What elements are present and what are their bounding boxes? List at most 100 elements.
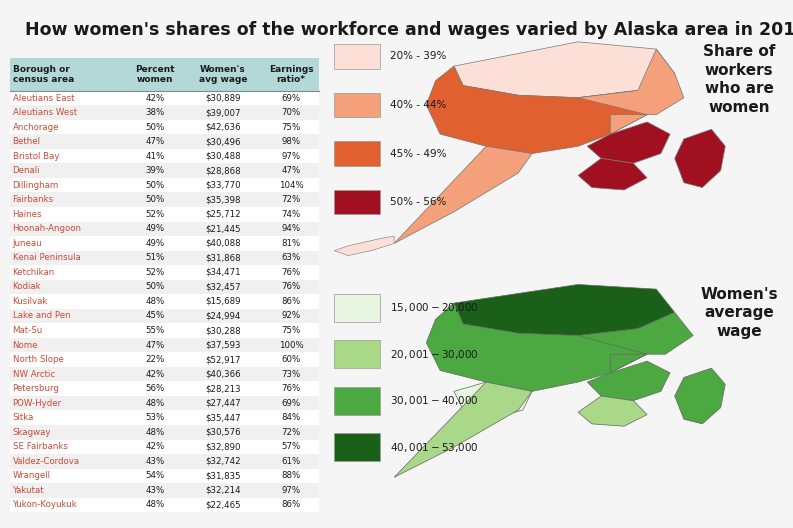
Text: 75%: 75% bbox=[282, 326, 301, 335]
Polygon shape bbox=[427, 66, 647, 154]
Polygon shape bbox=[427, 303, 647, 391]
Text: 75%: 75% bbox=[282, 122, 301, 131]
Text: $32,890: $32,890 bbox=[205, 442, 240, 451]
Polygon shape bbox=[578, 49, 684, 134]
FancyBboxPatch shape bbox=[10, 323, 319, 338]
Text: Juneau: Juneau bbox=[13, 239, 42, 248]
Text: Sitka: Sitka bbox=[13, 413, 34, 422]
Text: 60%: 60% bbox=[282, 355, 301, 364]
FancyBboxPatch shape bbox=[10, 120, 319, 134]
Text: Share of
workers
who are
women: Share of workers who are women bbox=[703, 44, 776, 115]
Text: Borough or
census area: Borough or census area bbox=[13, 65, 74, 84]
FancyBboxPatch shape bbox=[10, 58, 319, 91]
Text: 63%: 63% bbox=[282, 253, 301, 262]
Polygon shape bbox=[454, 285, 675, 336]
FancyBboxPatch shape bbox=[10, 294, 319, 309]
Text: 48%: 48% bbox=[145, 501, 164, 510]
Text: 45% - 49%: 45% - 49% bbox=[389, 148, 446, 158]
Text: 76%: 76% bbox=[282, 384, 301, 393]
Text: $35,398: $35,398 bbox=[205, 195, 240, 204]
Text: $28,868: $28,868 bbox=[205, 166, 241, 175]
FancyBboxPatch shape bbox=[10, 410, 319, 425]
FancyBboxPatch shape bbox=[10, 454, 319, 468]
Text: $15,000 - $20,000: $15,000 - $20,000 bbox=[389, 301, 478, 314]
Text: Fairbanks: Fairbanks bbox=[13, 195, 54, 204]
Text: 84%: 84% bbox=[282, 413, 301, 422]
Text: 74%: 74% bbox=[282, 210, 301, 219]
Text: Hoonah-Angoon: Hoonah-Angoon bbox=[13, 224, 82, 233]
Text: Dillingham: Dillingham bbox=[13, 181, 59, 190]
Text: Petersburg: Petersburg bbox=[13, 384, 59, 393]
Text: 42%: 42% bbox=[145, 370, 164, 379]
Polygon shape bbox=[588, 361, 670, 401]
FancyBboxPatch shape bbox=[10, 222, 319, 236]
Text: Bristol Bay: Bristol Bay bbox=[13, 152, 59, 161]
Text: Lake and Pen: Lake and Pen bbox=[13, 312, 71, 320]
Text: 42%: 42% bbox=[145, 93, 164, 102]
Text: 72%: 72% bbox=[282, 428, 301, 437]
FancyBboxPatch shape bbox=[10, 178, 319, 193]
Text: Kodiak: Kodiak bbox=[13, 282, 41, 291]
Text: 88%: 88% bbox=[282, 472, 301, 480]
Text: 97%: 97% bbox=[282, 486, 301, 495]
Text: 100%: 100% bbox=[278, 341, 304, 350]
Text: Earnings
ratio*: Earnings ratio* bbox=[269, 65, 313, 84]
Text: North Slope: North Slope bbox=[13, 355, 63, 364]
Text: 47%: 47% bbox=[282, 166, 301, 175]
Polygon shape bbox=[675, 368, 726, 424]
Text: 42%: 42% bbox=[145, 442, 164, 451]
Text: 76%: 76% bbox=[282, 268, 301, 277]
Polygon shape bbox=[454, 42, 675, 98]
Polygon shape bbox=[588, 122, 670, 163]
Text: 94%: 94% bbox=[282, 224, 301, 233]
Text: 20% - 39%: 20% - 39% bbox=[389, 51, 446, 61]
FancyBboxPatch shape bbox=[10, 149, 319, 164]
Text: 56%: 56% bbox=[145, 384, 164, 393]
Text: Haines: Haines bbox=[13, 210, 42, 219]
Text: 61%: 61% bbox=[282, 457, 301, 466]
Text: $25,712: $25,712 bbox=[205, 210, 241, 219]
Polygon shape bbox=[394, 382, 532, 477]
FancyBboxPatch shape bbox=[10, 439, 319, 454]
Text: 41%: 41% bbox=[145, 152, 164, 161]
FancyBboxPatch shape bbox=[335, 386, 381, 414]
Text: $35,447: $35,447 bbox=[205, 413, 241, 422]
FancyBboxPatch shape bbox=[335, 142, 381, 166]
Polygon shape bbox=[335, 236, 394, 256]
Text: 50%: 50% bbox=[145, 282, 164, 291]
Text: $24,994: $24,994 bbox=[205, 312, 240, 320]
Polygon shape bbox=[394, 146, 532, 243]
Text: NW Arctic: NW Arctic bbox=[13, 370, 55, 379]
Polygon shape bbox=[578, 396, 647, 426]
Text: How women's shares of the workforce and wages varied by Alaska area in 2019: How women's shares of the workforce and … bbox=[25, 21, 793, 39]
Text: 69%: 69% bbox=[282, 93, 301, 102]
FancyBboxPatch shape bbox=[10, 396, 319, 410]
Text: $42,636: $42,636 bbox=[205, 122, 241, 131]
FancyBboxPatch shape bbox=[10, 193, 319, 207]
Text: Kenai Peninsula: Kenai Peninsula bbox=[13, 253, 80, 262]
FancyBboxPatch shape bbox=[10, 309, 319, 323]
FancyBboxPatch shape bbox=[335, 190, 381, 214]
Text: 48%: 48% bbox=[145, 297, 164, 306]
Polygon shape bbox=[578, 313, 693, 373]
FancyBboxPatch shape bbox=[10, 105, 319, 120]
Text: $15,689: $15,689 bbox=[205, 297, 240, 306]
Text: Valdez-Cordova: Valdez-Cordova bbox=[13, 457, 80, 466]
FancyBboxPatch shape bbox=[10, 367, 319, 381]
Text: Women's
average
wage: Women's average wage bbox=[700, 287, 778, 339]
Text: $20,001 - $30,000: $20,001 - $30,000 bbox=[389, 347, 478, 361]
Text: $40,366: $40,366 bbox=[205, 370, 241, 379]
Text: Women's
avg wage: Women's avg wage bbox=[199, 65, 247, 84]
FancyBboxPatch shape bbox=[10, 251, 319, 265]
FancyBboxPatch shape bbox=[10, 352, 319, 367]
Text: 48%: 48% bbox=[145, 428, 164, 437]
Text: 73%: 73% bbox=[282, 370, 301, 379]
Text: $33,770: $33,770 bbox=[205, 181, 241, 190]
FancyBboxPatch shape bbox=[335, 294, 381, 322]
Polygon shape bbox=[578, 158, 647, 190]
Text: $22,465: $22,465 bbox=[205, 501, 241, 510]
Text: 70%: 70% bbox=[282, 108, 301, 117]
Text: Mat-Su: Mat-Su bbox=[13, 326, 43, 335]
FancyBboxPatch shape bbox=[10, 497, 319, 512]
Text: 48%: 48% bbox=[145, 399, 164, 408]
